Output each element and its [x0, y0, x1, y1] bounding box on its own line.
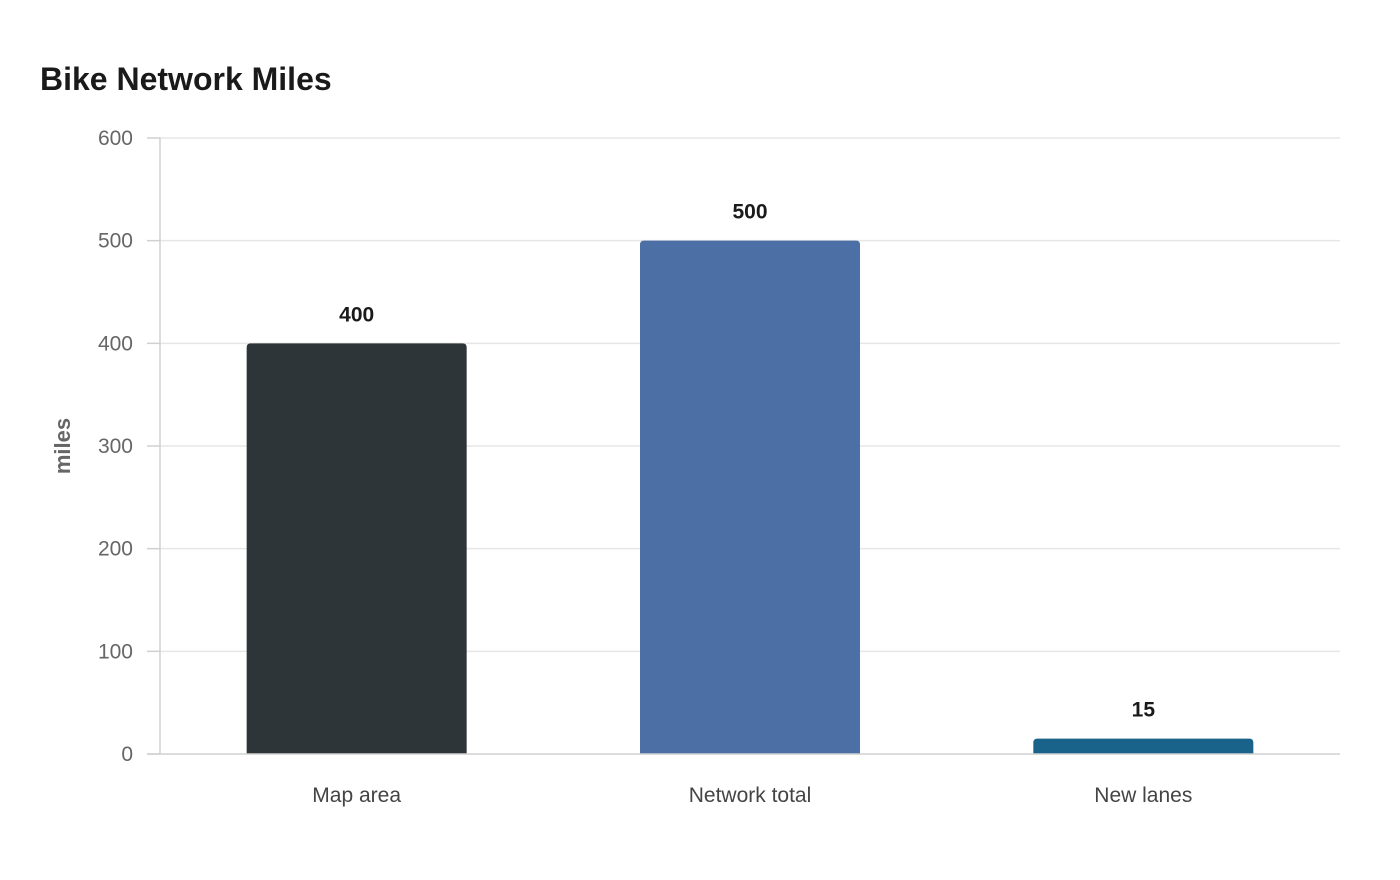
y-tick-label: 200	[98, 538, 133, 561]
bar-map-area	[246, 343, 467, 754]
x-tick-label: Map area	[312, 784, 401, 807]
bar-network-total	[640, 240, 860, 754]
bars	[246, 240, 1254, 754]
y-tick-label: 600	[98, 127, 133, 150]
y-tick-label: 500	[98, 230, 133, 253]
x-tick-label: Network total	[689, 784, 812, 807]
y-tick-label: 100	[98, 640, 133, 663]
y-tick-label: 300	[98, 435, 133, 458]
y-tick-label: 0	[121, 743, 133, 766]
data-label: 15	[1132, 699, 1156, 722]
y-axis-ticks: 0 100 200 300 400 500 600	[98, 127, 160, 766]
chart-title: Bike Network Miles	[40, 61, 332, 97]
data-labels: 400 500 15	[339, 201, 1155, 722]
data-label: 500	[732, 201, 767, 224]
x-axis-categories: Map area Network total New lanes	[312, 784, 1192, 807]
y-axis-label: miles	[50, 418, 75, 474]
bar-new-lanes	[1033, 738, 1254, 754]
data-label: 400	[339, 303, 374, 326]
y-tick-label: 400	[98, 332, 133, 355]
x-tick-label: New lanes	[1094, 784, 1192, 807]
